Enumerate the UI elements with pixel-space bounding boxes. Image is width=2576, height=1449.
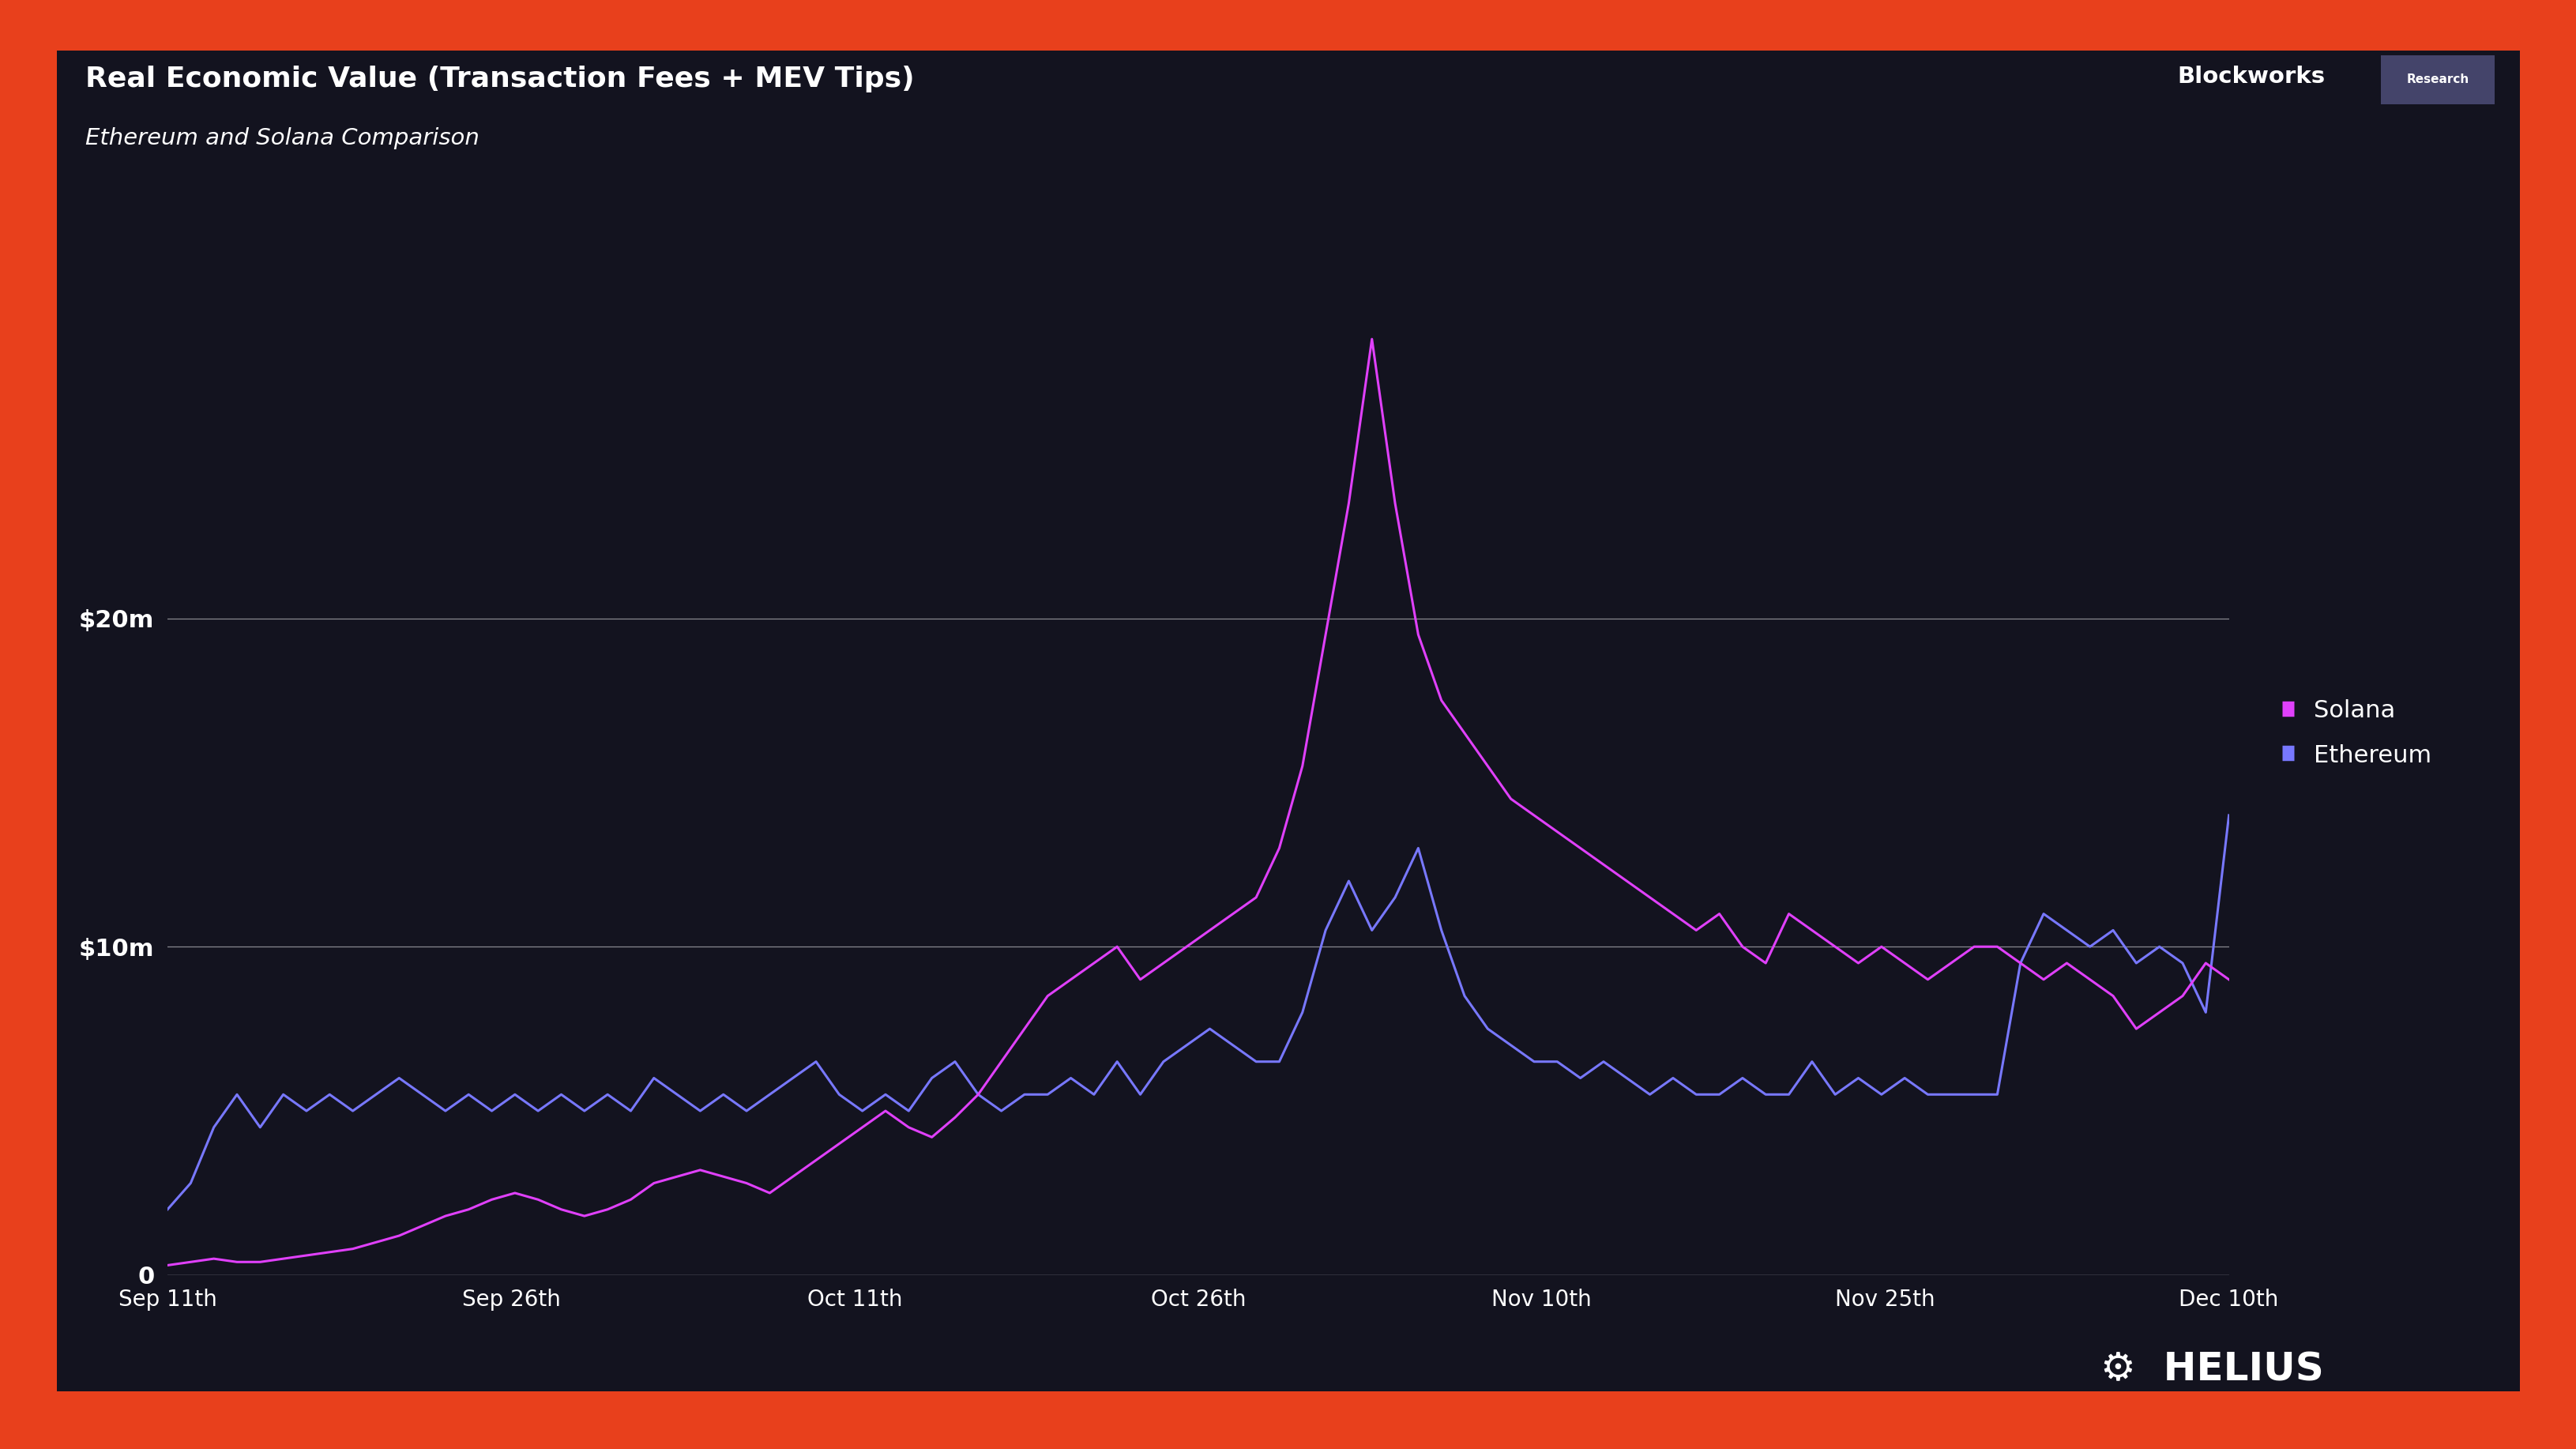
Text: ⚙  HELIUS: ⚙ HELIUS — [2099, 1350, 2324, 1388]
Legend: Solana, Ethereum: Solana, Ethereum — [2282, 700, 2432, 767]
Text: Ethereum and Solana Comparison: Ethereum and Solana Comparison — [85, 128, 479, 149]
Text: Blockworks: Blockworks — [2177, 65, 2324, 87]
Text: Research: Research — [2406, 74, 2468, 85]
Text: Real Economic Value (Transaction Fees + MEV Tips): Real Economic Value (Transaction Fees + … — [85, 65, 914, 93]
